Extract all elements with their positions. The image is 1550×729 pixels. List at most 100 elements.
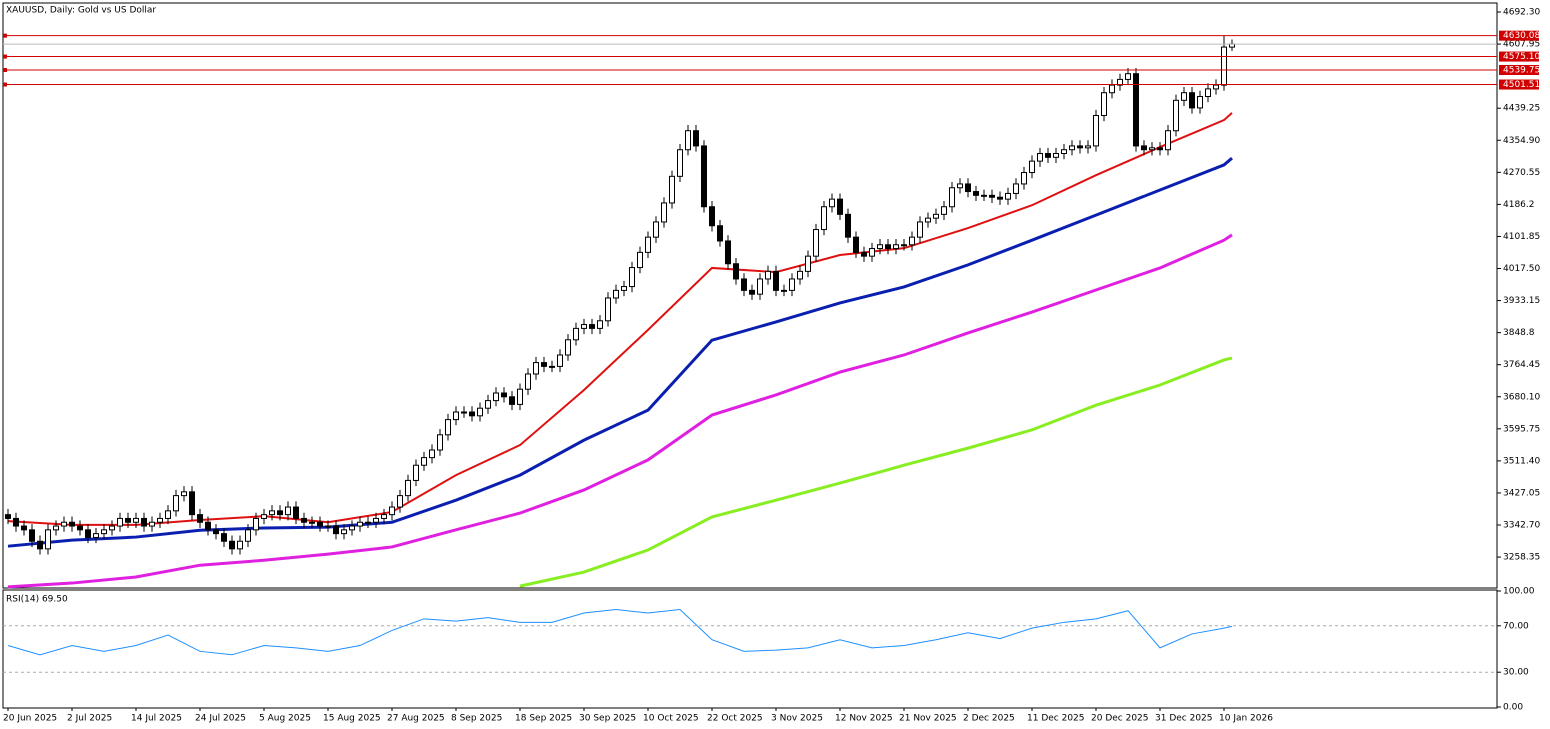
candle-body <box>1173 99 1179 132</box>
candle-body <box>877 244 883 250</box>
candle-body <box>85 529 91 538</box>
candle-body <box>909 236 915 246</box>
candle-body <box>845 213 851 238</box>
candle-body <box>621 286 627 291</box>
x-tick-label: 10 Jan 2026 <box>1219 714 1273 724</box>
x-tick-label: 22 Oct 2025 <box>707 714 763 724</box>
level-label: 4501.51 <box>1503 80 1540 90</box>
candle-body <box>1085 145 1091 149</box>
x-tick-label: 27 Aug 2025 <box>387 714 445 724</box>
moving-average <box>519 356 1233 588</box>
candle-body <box>1077 145 1083 149</box>
candle-body <box>429 449 435 459</box>
candle-body <box>605 297 611 322</box>
x-tick-label: 20 Dec 2025 <box>1091 714 1149 724</box>
candle-body <box>285 506 291 516</box>
candle-body <box>45 529 51 550</box>
rsi-panel <box>2 589 1498 709</box>
candle-body <box>173 495 179 512</box>
y-tick-label: 4017.50 <box>1503 264 1540 274</box>
candle-body <box>237 540 243 550</box>
y-tick-label: 3595.75 <box>1503 424 1540 434</box>
candle-body <box>1181 92 1187 101</box>
candle-body <box>725 240 731 265</box>
candle-body <box>261 514 267 519</box>
rsi-line <box>7 609 1233 656</box>
candle-body <box>501 392 507 398</box>
candle-body <box>101 529 107 535</box>
level-tag <box>1499 79 1539 90</box>
candle-body <box>357 521 363 527</box>
candle-body <box>973 191 979 196</box>
candle-body <box>1037 153 1043 162</box>
candle-body <box>373 517 379 523</box>
candle-body <box>997 196 1003 200</box>
candle-body <box>989 194 995 198</box>
x-tick-label: 21 Nov 2025 <box>899 714 957 724</box>
y-tick-label: 4692.30 <box>1503 8 1540 18</box>
x-tick-label: 30 Sep 2025 <box>579 714 636 724</box>
rsi-tick-label: 100.00 <box>1503 587 1535 597</box>
candle-body <box>1101 92 1107 117</box>
candle-body <box>269 510 275 516</box>
candle-body <box>1053 153 1059 158</box>
candle-body <box>805 255 811 272</box>
candle-body <box>781 289 787 292</box>
candle-body <box>77 525 83 531</box>
candle-body <box>957 183 963 189</box>
y-tick-label: 4607.95 <box>1503 40 1540 50</box>
candle-body <box>893 244 899 250</box>
candle-body <box>5 514 11 519</box>
candle-body <box>573 327 579 341</box>
y-tick-label: 4186.2 <box>1503 200 1535 210</box>
candle-body <box>949 187 955 208</box>
x-tick-label: 14 Jul 2025 <box>131 714 182 724</box>
candle-body <box>541 362 547 367</box>
candle-body <box>37 540 43 550</box>
level-label: 4630.08 <box>1503 31 1540 41</box>
candle-body <box>333 525 339 535</box>
candle-body <box>277 510 283 516</box>
candle-body <box>325 525 331 528</box>
level-label: 4539.75 <box>1503 65 1540 75</box>
y-tick-label: 3764.45 <box>1503 360 1540 370</box>
candle-body <box>189 491 195 516</box>
candle-body <box>1013 183 1019 194</box>
candle-body <box>117 517 123 527</box>
candle-body <box>1189 92 1195 109</box>
candle-body <box>581 324 587 329</box>
candle-body <box>165 510 171 519</box>
level-handle <box>3 33 7 38</box>
candle-body <box>597 320 603 329</box>
candle-body <box>829 198 835 208</box>
candle-body <box>61 521 67 527</box>
candle-body <box>677 149 683 177</box>
candle-body <box>613 289 619 299</box>
x-tick-label: 12 Nov 2025 <box>835 714 893 724</box>
candle-body <box>181 491 187 497</box>
candle-body <box>861 251 867 257</box>
x-tick-label: 11 Dec 2025 <box>1027 714 1085 724</box>
candle-body <box>301 517 307 523</box>
candle-body <box>1165 130 1171 151</box>
candle-body <box>1021 172 1027 185</box>
candle-body <box>1069 145 1075 151</box>
candle-body <box>293 506 299 519</box>
chart-title: XAUUSD, Daily: Gold vs US Dollar <box>6 6 156 16</box>
candle-body <box>1133 73 1139 147</box>
candle-body <box>69 521 75 527</box>
candle-body <box>637 251 643 269</box>
candle-body <box>685 130 691 151</box>
candle-body <box>365 521 371 524</box>
candle-body <box>1045 153 1051 158</box>
level-handle <box>3 82 7 87</box>
x-tick-label: 5 Aug 2025 <box>259 714 311 724</box>
y-tick-label: 3933.15 <box>1503 296 1540 306</box>
y-tick-label: 4354.90 <box>1503 136 1540 146</box>
candle-body <box>245 529 251 542</box>
candle-body <box>941 206 947 215</box>
x-tick-label: 8 Sep 2025 <box>451 714 502 724</box>
candle-body <box>93 533 99 538</box>
candle-body <box>797 270 803 280</box>
